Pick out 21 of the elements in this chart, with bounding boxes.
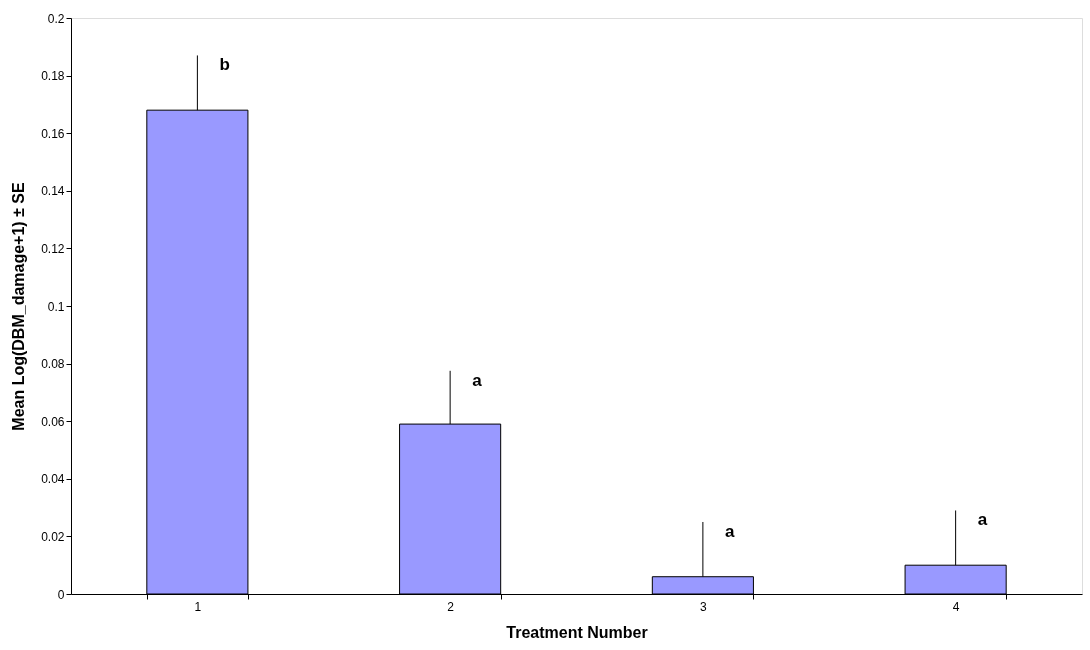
y-tick-label: 0.14 bbox=[41, 184, 65, 199]
y-tick-label: 0.04 bbox=[41, 472, 65, 487]
y-tick-label: 0.1 bbox=[47, 299, 65, 314]
x-tick-label: 1 bbox=[194, 599, 202, 614]
annotation: a bbox=[977, 510, 988, 530]
y-tick-label: 0.02 bbox=[41, 529, 65, 544]
y-axis-title: Mean Log(DBM_damage+1) ± SE bbox=[10, 181, 28, 431]
x-tick-label: 3 bbox=[700, 599, 708, 614]
y-tick-label: 0.2 bbox=[47, 11, 65, 26]
y-tick-label: 0.16 bbox=[41, 126, 65, 141]
annotation: a bbox=[472, 370, 483, 390]
y-tick-label: 0.12 bbox=[41, 241, 65, 256]
x-axis-title: Treatment Number bbox=[506, 623, 648, 641]
x-tick-label: 2 bbox=[447, 599, 455, 614]
annotation: a bbox=[724, 522, 735, 541]
x-tick-label: 4 bbox=[952, 599, 960, 614]
y-tick-label: 0.06 bbox=[41, 414, 65, 429]
y-tick-label: 0 bbox=[57, 587, 65, 602]
y-tick-label: 0.18 bbox=[41, 69, 65, 84]
y-tick-label: 0.08 bbox=[41, 357, 65, 372]
annotation: b bbox=[219, 55, 230, 75]
